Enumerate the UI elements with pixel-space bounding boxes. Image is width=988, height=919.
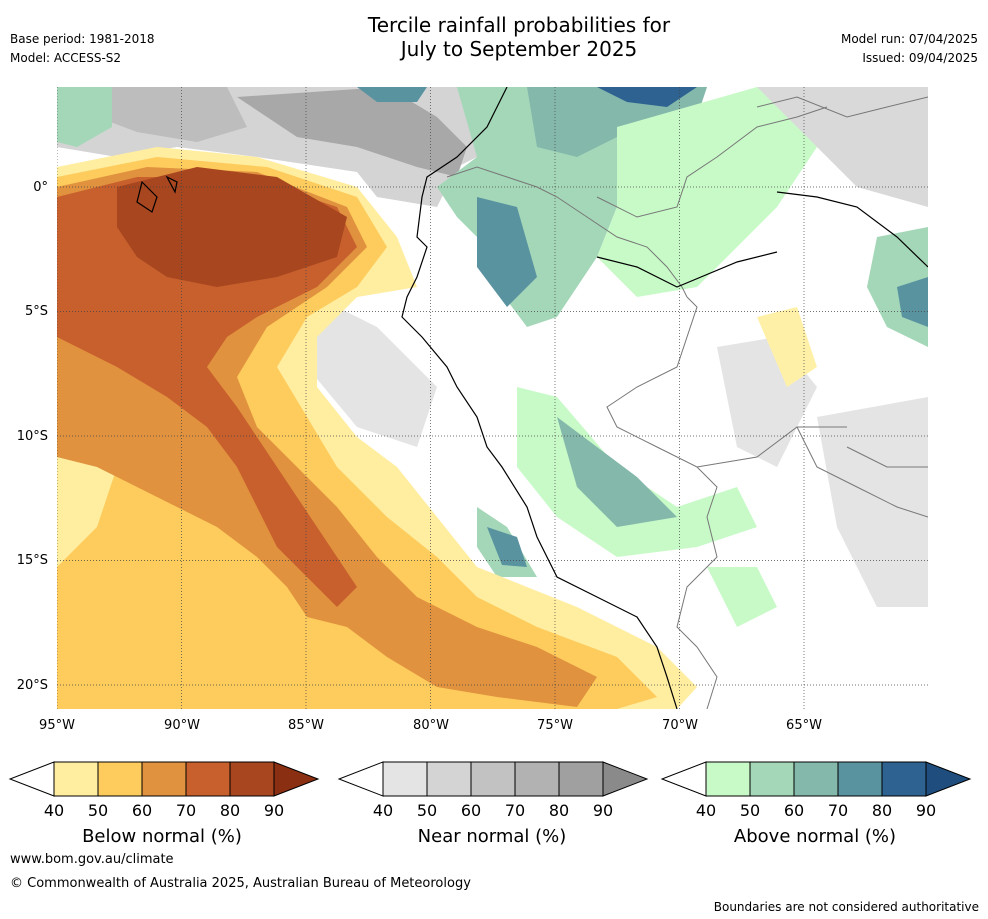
above-normal-region-andes-dark	[557, 417, 677, 527]
below-normal-label: Below normal (%)	[82, 826, 242, 847]
lon-label-75w: 75°W	[537, 718, 573, 733]
near-normal-region-north-dark	[97, 87, 247, 142]
near-normal-colorbar-segment	[382, 761, 428, 797]
country-borders	[446, 96, 928, 709]
above-normal-region-small	[357, 87, 427, 102]
below-tick-40: 40	[43, 801, 65, 820]
below-normal-colorbar-segment	[53, 761, 99, 797]
below-normal-colorbar-max-extension	[273, 761, 320, 797]
near-normal-colorbar-segment	[426, 761, 472, 797]
above-normal-colorbar-segment	[793, 761, 839, 797]
near-normal-colorbar-segment	[558, 761, 604, 797]
near-normal-region-coast-mid	[297, 287, 437, 447]
above-normal-region-amazon	[597, 87, 928, 297]
below-tick-90: 90	[263, 801, 285, 820]
lon-label-70w: 70°W	[662, 718, 698, 733]
near-tick-60: 60	[460, 801, 482, 820]
near-normal-colorbar-min-extension	[337, 761, 384, 797]
coastlines	[136, 87, 928, 709]
lon-label-90w: 90°W	[164, 718, 200, 733]
lat-label-10s: 10°S	[16, 429, 48, 444]
model-run-text: Model run: 07/04/2025	[840, 32, 978, 46]
near-tick-80: 80	[548, 801, 570, 820]
near-normal-region-north-darker	[237, 87, 467, 177]
map-title-line1: Tercile rainfall probabilities for	[367, 13, 671, 37]
base-period-text: Base period: 1981-2018	[10, 32, 155, 46]
below-tick-80: 80	[219, 801, 241, 820]
probability-map	[57, 87, 928, 709]
lat-label-20s: 20°S	[16, 678, 48, 693]
below-normal-region-east-patch	[757, 307, 817, 387]
map-title-line2: July to September 2025	[400, 37, 638, 61]
above-tick-90: 90	[915, 801, 937, 820]
near-normal-colorbar-segment	[470, 761, 516, 797]
below-tick-50: 50	[87, 801, 109, 820]
lon-label-80w: 80°W	[413, 718, 449, 733]
above-normal-colorbar-segment	[749, 761, 795, 797]
below-normal-colorbar-segment	[141, 761, 187, 797]
above-normal-region-coast-south-dark	[487, 527, 527, 567]
lat-label-0: 0°	[33, 180, 48, 195]
above-normal-region-south	[707, 567, 777, 627]
bom-url-link[interactable]: www.bom.gov.au/climate	[10, 852, 174, 867]
lon-label-95w: 95°W	[39, 718, 75, 733]
near-normal-colorbar-max-extension	[602, 761, 649, 797]
above-tick-50: 50	[739, 801, 761, 820]
near-normal-region-se	[817, 397, 928, 607]
below-normal-colorbar-segment	[97, 761, 143, 797]
colorbars	[8, 761, 972, 797]
issued-text: Issued: 09/04/2025	[862, 51, 978, 65]
lat-label-15s: 15°S	[16, 553, 48, 568]
above-normal-colorbar-max-extension	[925, 761, 972, 797]
below-normal-colorbar-segment	[229, 761, 275, 797]
near-normal-label: Near normal (%)	[417, 826, 567, 847]
below-tick-70: 70	[175, 801, 197, 820]
above-normal-colorbar-segment	[881, 761, 927, 797]
near-normal-colorbar	[337, 761, 649, 797]
near-normal-region-ne	[757, 87, 928, 207]
below-normal-colorbar	[8, 761, 320, 797]
below-normal-70-region	[57, 177, 357, 607]
above-tick-80: 80	[871, 801, 893, 820]
below-tick-60: 60	[131, 801, 153, 820]
above-normal-region-nw	[57, 87, 112, 147]
above-normal-colorbar-segment	[837, 761, 883, 797]
above-normal-region-east-dark	[897, 277, 928, 327]
above-tick-40: 40	[695, 801, 717, 820]
below-normal-80-region	[117, 167, 347, 287]
above-normal-label: Above normal (%)	[733, 826, 897, 847]
above-normal-colorbar	[660, 761, 972, 797]
lat-label-5s: 5°S	[24, 304, 48, 319]
boundaries-disclaimer: Boundaries are not considered authoritat…	[713, 900, 979, 914]
above-normal-colorbar-min-extension	[660, 761, 707, 797]
copyright-text: © Commonwealth of Australia 2025, Austra…	[10, 876, 471, 891]
below-normal-colorbar-segment	[185, 761, 231, 797]
above-tick-70: 70	[827, 801, 849, 820]
above-normal-region-andes	[517, 387, 757, 557]
above-normal-region-dark	[477, 197, 537, 307]
near-normal-colorbar-segment	[514, 761, 560, 797]
above-normal-colorbar-segment	[705, 761, 751, 797]
above-tick-60: 60	[783, 801, 805, 820]
near-tick-90: 90	[592, 801, 614, 820]
lon-label-85w: 85°W	[288, 718, 324, 733]
graticule	[57, 87, 928, 709]
below-normal-colorbar-min-extension	[8, 761, 55, 797]
model-text: Model: ACCESS-S2	[10, 51, 122, 65]
near-tick-40: 40	[372, 801, 394, 820]
above-normal-region-deep	[597, 87, 697, 107]
near-tick-70: 70	[504, 801, 526, 820]
lon-label-65w: 65°W	[786, 718, 822, 733]
near-tick-50: 50	[416, 801, 438, 820]
